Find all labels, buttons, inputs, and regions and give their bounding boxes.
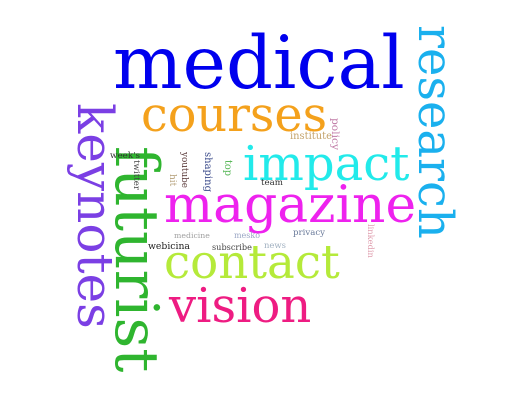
word-medicine: medicine (174, 230, 210, 240)
word-mesko: mesko (234, 230, 260, 240)
word-policy: policy (329, 118, 342, 150)
word-linkedin: linkedin (366, 224, 376, 258)
word-medical: medical (113, 20, 405, 106)
word-twitter: twitter (130, 160, 141, 190)
word-vision: vision (169, 278, 312, 334)
word-institute: institute (290, 131, 332, 142)
word-courses: courses (141, 88, 328, 143)
word-research: research (407, 25, 463, 239)
word-webicina: webicina (148, 241, 190, 252)
word-top: top (222, 160, 233, 177)
word-hit: hit (167, 174, 177, 187)
word-impact: impact (243, 136, 410, 192)
word-privacy: privacy (293, 227, 326, 238)
word-team: team (261, 178, 283, 188)
word-subscribe: subscribe (212, 241, 252, 252)
word-youtube: youtube (178, 152, 189, 188)
word-contact: contact (164, 235, 340, 290)
word-weeks: week's (110, 150, 141, 161)
word-news: news (264, 239, 286, 250)
word-magazine: magazine (164, 175, 417, 235)
word-shaping: shaping (202, 152, 213, 192)
